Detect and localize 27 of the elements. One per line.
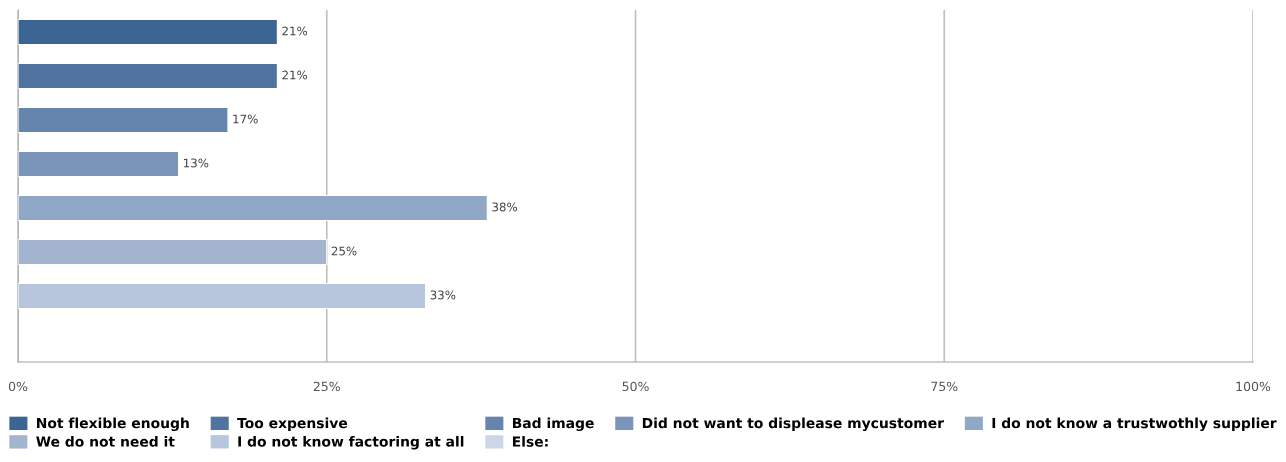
data-label: 25% bbox=[331, 246, 357, 256]
data-label: 38% bbox=[492, 202, 518, 212]
legend-label: Did not want to displease mycustomer bbox=[642, 417, 944, 432]
bar bbox=[18, 194, 488, 222]
legend-label: Else: bbox=[512, 436, 548, 447]
bar bbox=[18, 150, 180, 178]
data-label: 33% bbox=[430, 290, 456, 300]
x-tick-label: 25% bbox=[313, 381, 340, 392]
data-label: 21% bbox=[282, 70, 308, 80]
bar bbox=[18, 106, 229, 134]
legend-label: Not flexible enough bbox=[37, 417, 189, 432]
x-tick-label: 100% bbox=[1236, 381, 1271, 392]
bar bbox=[18, 62, 278, 90]
data-label: 17% bbox=[233, 114, 258, 124]
x-tick-label: 0% bbox=[8, 381, 28, 392]
legend-label: I do not know a trustwothly supplier bbox=[992, 417, 1277, 432]
legend-label: Too expensive bbox=[237, 417, 348, 431]
bar bbox=[18, 238, 328, 266]
legend-label: I do not know factoring at all bbox=[238, 435, 464, 450]
legend-label: We do not need it bbox=[36, 436, 175, 447]
bar bbox=[18, 282, 427, 310]
x-tick-label: 75% bbox=[931, 381, 958, 392]
data-label: 13% bbox=[184, 158, 209, 168]
x-tick-label: 50% bbox=[622, 381, 649, 392]
data-label: 21% bbox=[282, 26, 308, 36]
legend-label: Bad image bbox=[512, 417, 594, 432]
bar bbox=[18, 18, 278, 46]
